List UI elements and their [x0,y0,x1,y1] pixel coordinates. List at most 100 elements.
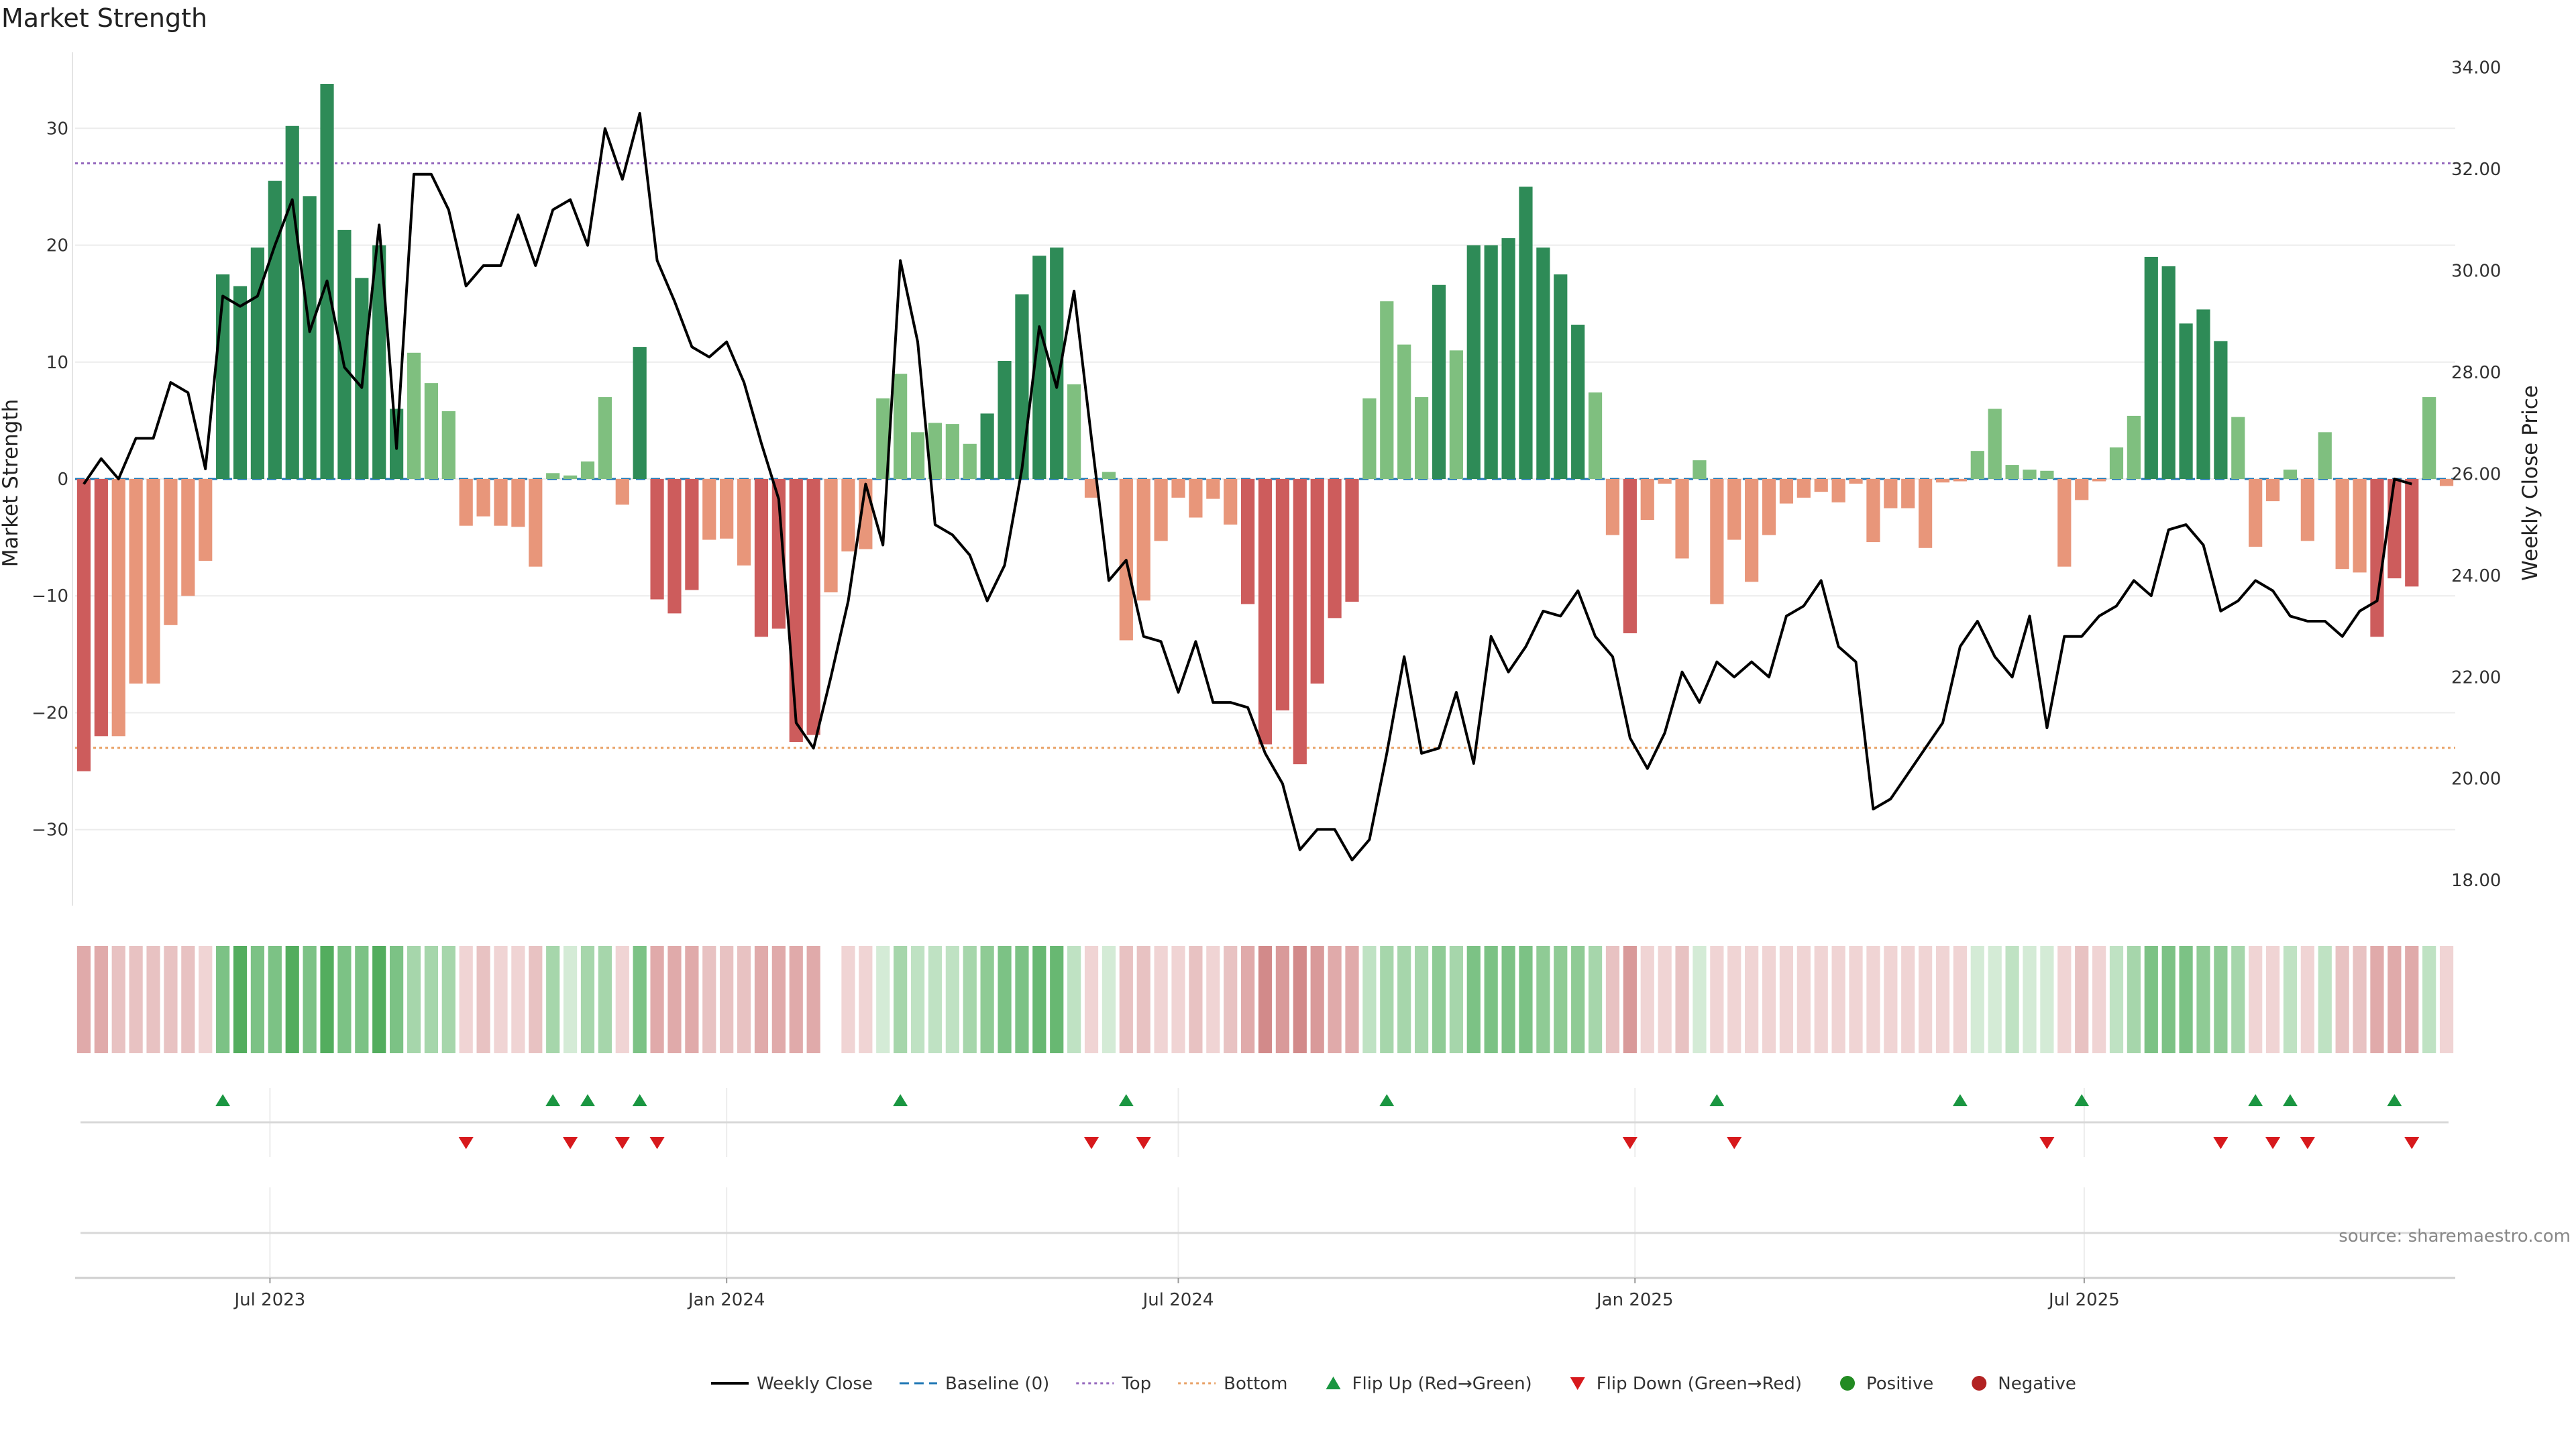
heat-cell [1884,946,1898,1053]
strength-bar [876,398,890,479]
heat-cell [2370,946,2384,1053]
y2-tick-label: 32.00 [2451,160,2501,180]
strength-bar [1745,479,1759,582]
strength-bar [1814,479,1828,492]
strength-bar [789,479,803,743]
strength-bar [529,479,543,567]
strength-bar [1884,479,1898,508]
heat-cell [1554,946,1568,1053]
strength-bar [1050,247,1064,479]
strength-bar [407,352,421,479]
heat-cell [1501,946,1515,1053]
heat-cell [1310,946,1324,1053]
heat-cell [320,946,334,1053]
heat-cell [806,946,820,1053]
legend-item-top: Top [1076,1374,1151,1394]
strength-heat-strip [76,946,2454,1053]
heat-cell [580,946,595,1053]
heat-cell [2422,946,2436,1053]
heat-cell [876,946,890,1053]
heat-cell [1345,946,1359,1053]
flip-down-marker [1136,1137,1151,1149]
strength-bar [285,125,299,480]
heat-cell [1988,946,2002,1053]
legend-label: Top [1121,1374,1151,1394]
heat-cell [441,946,455,1053]
y2-tick-label: 34.00 [2451,58,2501,78]
strength-bar [250,247,265,479]
strength-bar [1675,479,1689,559]
strength-bar [1919,479,1933,548]
strength-bar [424,383,439,479]
strength-bar [1519,186,1533,479]
y-tick-label: −30 [32,820,68,841]
heat-cell [1241,946,1255,1053]
strength-bar [1015,294,1029,479]
heat-cell [1640,946,1654,1053]
strength-bar [910,432,925,479]
strength-bar [546,473,560,479]
heat-cell [2387,946,2402,1053]
strength-bar [928,423,943,479]
strength-bar [199,479,213,561]
heat-cell [2318,946,2332,1053]
heat-cell [1519,946,1533,1053]
strength-bar [2196,309,2210,479]
y2-tick-label: 20.00 [2451,769,2501,790]
strength-bar [2300,479,2314,541]
y-tick-label: −20 [32,703,68,723]
heat-cell [1901,946,1915,1053]
heat-cell [841,946,855,1053]
strength-bar [1154,479,1168,541]
strength-bar [1831,479,1845,502]
strength-bar [94,479,108,737]
flip-up-marker [1952,1094,1968,1106]
heat-cell [702,946,716,1053]
flip-up-marker [893,1094,908,1106]
strength-bar [1554,274,1568,479]
heat-cell [372,946,386,1053]
flip-down-marker [2300,1137,2315,1149]
strength-bar [563,475,578,479]
heat-cell [945,946,959,1053]
strength-bar [181,479,195,596]
flip-up-marker [545,1094,561,1106]
strength-bar [841,479,855,552]
heat-cell [1935,946,1950,1053]
heat-cell [1067,946,1081,1053]
heat-cell [424,946,439,1053]
heat-cell [216,946,230,1053]
y2-tick-label: 22.00 [2451,667,2501,688]
flip-down-marker [2039,1137,2055,1149]
heat-cell [1953,946,1968,1053]
heat-cell [1189,946,1203,1053]
strength-bar [1901,479,1915,508]
strength-bar [1224,479,1238,525]
heat-cell [2196,946,2210,1053]
heat-cell [1762,946,1776,1053]
strength-bar [737,479,751,566]
heat-cell [1605,946,1620,1053]
legend-label: Baseline (0) [945,1374,1049,1394]
strength-bar [685,479,699,590]
legend-item-negative: Negative [1972,1374,2076,1394]
strength-bar [1397,344,1411,479]
y2-tick-label: 24.00 [2451,566,2501,586]
flip-up-marker [1379,1094,1395,1106]
strength-bar [337,229,352,479]
heat-cell [2057,946,2072,1053]
heat-cell [615,946,629,1053]
heat-cell [771,946,786,1053]
heat-cell [2353,946,2367,1053]
heat-cell [1849,946,1863,1053]
flip-up-marker [2387,1094,2402,1106]
legend-label: Bottom [1224,1374,1287,1394]
heat-cell [94,946,108,1053]
heat-cell [1536,946,1550,1053]
heat-cell [754,946,769,1053]
heat-cell [476,946,490,1053]
legend-label: Flip Down (Green→Red) [1597,1374,1802,1394]
strength-bar [1189,479,1203,518]
heat-cell [1224,946,1238,1053]
strength-bar [2265,479,2280,502]
